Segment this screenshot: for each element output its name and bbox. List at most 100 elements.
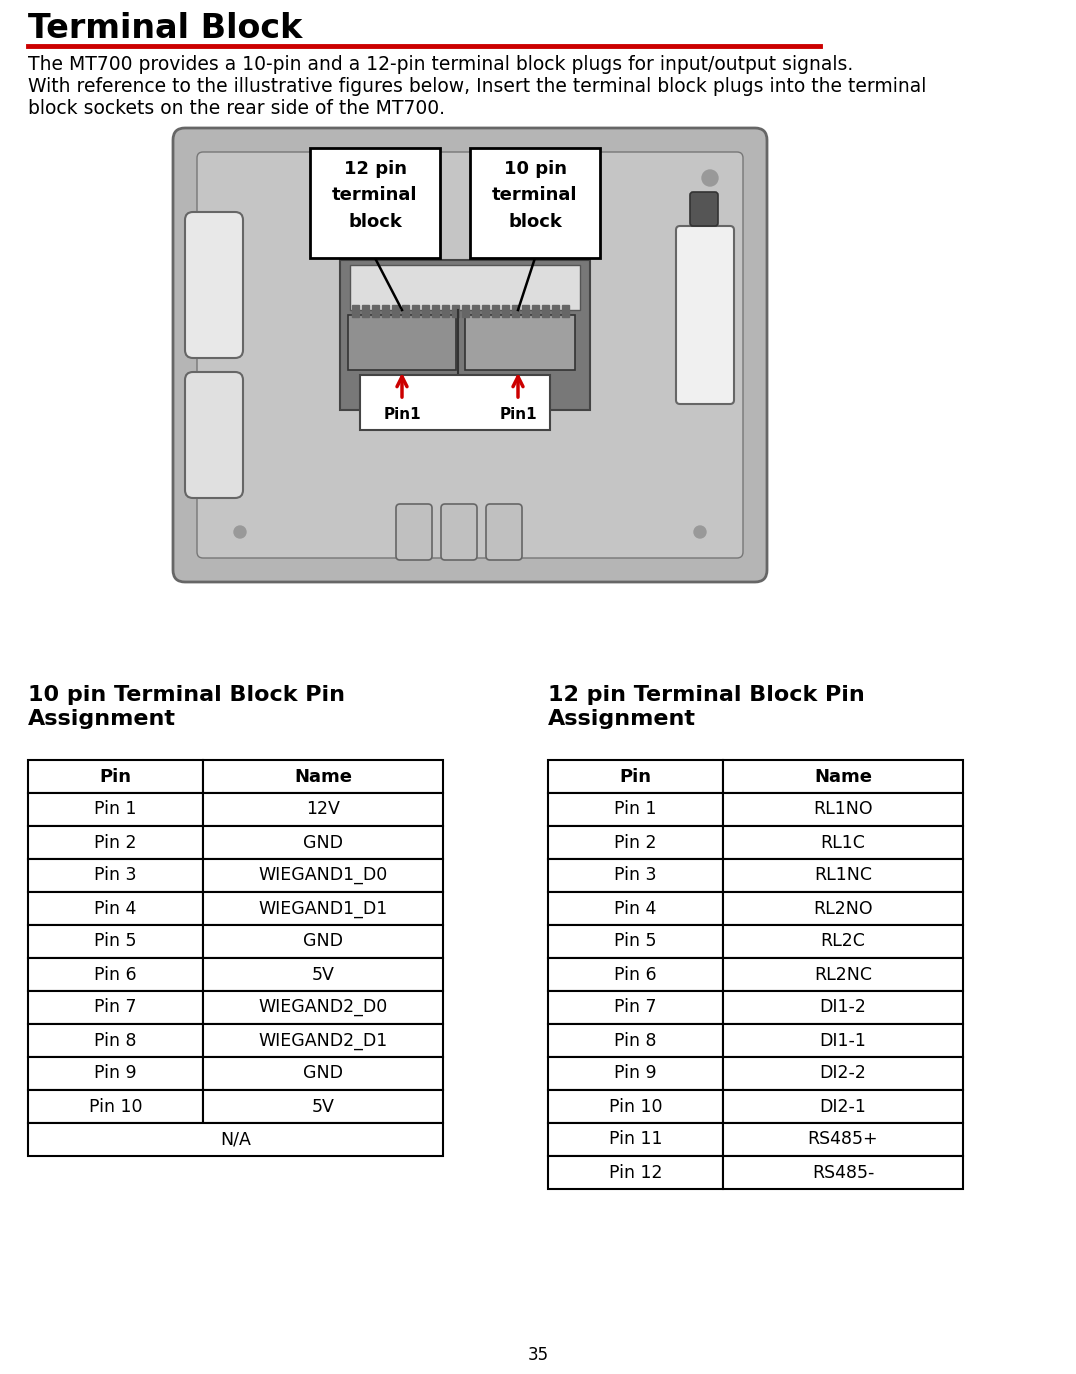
Bar: [548, 859, 723, 892]
Bar: [548, 1123, 723, 1156]
Text: Pin 3: Pin 3: [95, 867, 137, 885]
Bar: [548, 1057, 723, 1090]
Text: RS485-: RS485-: [811, 1164, 874, 1182]
Text: Pin 6: Pin 6: [614, 966, 656, 984]
FancyBboxPatch shape: [486, 504, 522, 561]
Text: DI2-1: DI2-1: [820, 1098, 866, 1116]
Text: Pin1: Pin1: [383, 407, 421, 422]
Text: Pin 8: Pin 8: [95, 1032, 137, 1050]
Bar: [28, 826, 203, 859]
Bar: [723, 1156, 963, 1189]
Text: block sockets on the rear side of the MT700.: block sockets on the rear side of the MT…: [28, 99, 445, 118]
Text: 12 pin Terminal Block Pin
Assignment: 12 pin Terminal Block Pin Assignment: [548, 686, 865, 730]
Bar: [203, 1090, 443, 1123]
Bar: [340, 260, 590, 409]
Text: RL2NC: RL2NC: [815, 966, 872, 984]
Bar: [723, 760, 963, 793]
Circle shape: [702, 170, 718, 185]
Bar: [392, 305, 399, 317]
Bar: [522, 305, 529, 317]
Text: Pin: Pin: [99, 768, 131, 786]
Text: Pin 3: Pin 3: [614, 867, 656, 885]
Bar: [542, 305, 549, 317]
Text: The MT700 provides a 10-pin and a 12-pin terminal block plugs for input/output s: The MT700 provides a 10-pin and a 12-pin…: [28, 55, 853, 74]
Bar: [28, 859, 203, 892]
Bar: [28, 925, 203, 958]
Bar: [352, 305, 359, 317]
Text: RL1NC: RL1NC: [815, 867, 872, 885]
Bar: [348, 315, 456, 370]
Bar: [28, 1057, 203, 1090]
Text: RL2C: RL2C: [821, 933, 865, 951]
Text: 5V: 5V: [312, 1098, 335, 1116]
Bar: [203, 958, 443, 991]
Bar: [203, 793, 443, 826]
FancyBboxPatch shape: [396, 504, 431, 561]
FancyBboxPatch shape: [185, 372, 243, 497]
Text: RL1NO: RL1NO: [813, 801, 873, 819]
Bar: [203, 925, 443, 958]
Bar: [552, 305, 560, 317]
FancyBboxPatch shape: [676, 225, 734, 404]
Bar: [203, 826, 443, 859]
Bar: [548, 1024, 723, 1057]
Bar: [723, 1057, 963, 1090]
Text: WIEGAND1_D1: WIEGAND1_D1: [258, 900, 387, 918]
Text: 10 pin
terminal
block: 10 pin terminal block: [492, 159, 578, 231]
Text: Pin 6: Pin 6: [95, 966, 137, 984]
Bar: [512, 305, 519, 317]
Bar: [548, 826, 723, 859]
Bar: [402, 305, 409, 317]
Bar: [28, 760, 203, 793]
Bar: [28, 958, 203, 991]
Bar: [492, 305, 499, 317]
Bar: [723, 1024, 963, 1057]
Text: Pin 2: Pin 2: [614, 834, 656, 852]
Text: DI2-2: DI2-2: [820, 1065, 866, 1083]
Bar: [548, 1156, 723, 1189]
Bar: [203, 1024, 443, 1057]
Text: Pin 12: Pin 12: [609, 1164, 662, 1182]
Bar: [28, 1090, 203, 1123]
Text: Pin 1: Pin 1: [95, 801, 137, 819]
Text: GND: GND: [303, 834, 343, 852]
Bar: [723, 1090, 963, 1123]
Bar: [203, 760, 443, 793]
Text: WIEGAND1_D0: WIEGAND1_D0: [258, 867, 387, 885]
Bar: [482, 305, 489, 317]
Text: 12 pin
terminal
block: 12 pin terminal block: [332, 159, 417, 231]
Bar: [28, 793, 203, 826]
Text: Pin 5: Pin 5: [614, 933, 656, 951]
Bar: [462, 305, 469, 317]
Circle shape: [233, 526, 246, 539]
Text: RL1C: RL1C: [821, 834, 865, 852]
Bar: [452, 305, 459, 317]
Bar: [502, 305, 509, 317]
Text: Pin1: Pin1: [499, 407, 537, 422]
Bar: [382, 305, 390, 317]
Text: N/A: N/A: [221, 1131, 251, 1149]
Bar: [723, 958, 963, 991]
Bar: [723, 1123, 963, 1156]
Bar: [28, 892, 203, 925]
Bar: [548, 958, 723, 991]
Bar: [412, 305, 419, 317]
Text: Pin 10: Pin 10: [88, 1098, 142, 1116]
Text: Terminal Block: Terminal Block: [28, 12, 302, 45]
Text: Name: Name: [294, 768, 352, 786]
Bar: [28, 1123, 443, 1156]
Bar: [548, 793, 723, 826]
Bar: [532, 305, 539, 317]
Text: Pin 7: Pin 7: [614, 999, 656, 1017]
Text: With reference to the illustrative figures below, Insert the terminal block plug: With reference to the illustrative figur…: [28, 77, 926, 96]
Text: 5V: 5V: [312, 966, 335, 984]
Bar: [203, 859, 443, 892]
Text: DI1-1: DI1-1: [820, 1032, 866, 1050]
FancyBboxPatch shape: [185, 212, 243, 359]
Bar: [548, 892, 723, 925]
Bar: [723, 826, 963, 859]
FancyBboxPatch shape: [197, 153, 744, 558]
Text: Pin 7: Pin 7: [95, 999, 137, 1017]
Bar: [431, 305, 439, 317]
Bar: [548, 1090, 723, 1123]
